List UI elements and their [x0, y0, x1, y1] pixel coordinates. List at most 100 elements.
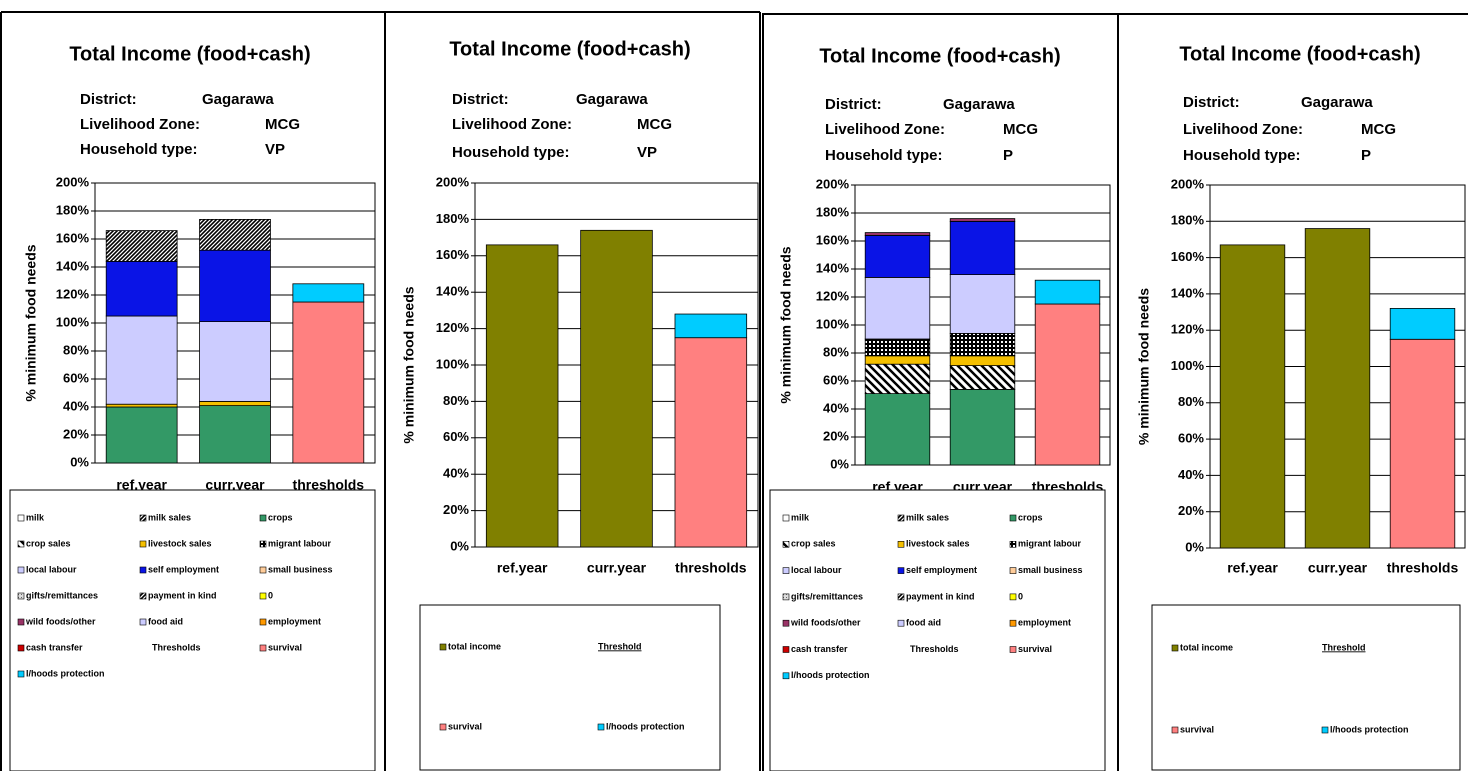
- y-tick-label: 160%: [56, 230, 90, 245]
- legend-label: gifts/remittances: [791, 591, 863, 601]
- legend-label: employment: [1018, 618, 1071, 628]
- chart-panel: Total Income (food+cash) District: Gagaraw…: [769, 45, 1111, 771]
- y-tick-label: 0%: [450, 538, 469, 553]
- legend-swatch: [782, 540, 790, 548]
- y-tick-label: 40%: [443, 466, 469, 481]
- info-label: District:: [80, 91, 137, 108]
- legend-label: l/hoods protection: [1330, 724, 1409, 734]
- bar-segment: [1219, 244, 1286, 549]
- bar-segment: [949, 332, 1016, 357]
- bar-segment: [199, 405, 271, 464]
- legend-box: [769, 489, 1106, 771]
- y-tick-label: 100%: [1171, 358, 1205, 373]
- info-label: District:: [452, 91, 509, 108]
- bar-segment: [485, 244, 559, 548]
- x-tick-label: curr.year: [587, 560, 647, 576]
- x-tick-label: ref.year: [1227, 560, 1278, 576]
- bar-segment: [292, 301, 365, 464]
- legend-label: cash transfer: [26, 642, 83, 652]
- y-tick-label: 120%: [1171, 322, 1205, 337]
- x-tick-label: thresholds: [675, 560, 747, 576]
- y-tick-label: 60%: [1178, 431, 1204, 446]
- y-tick-label: 200%: [56, 174, 90, 189]
- y-tick-label: 160%: [1171, 249, 1205, 264]
- legend-label: crops: [1018, 512, 1043, 522]
- legend-label: local labour: [26, 564, 77, 574]
- legend-box: [419, 604, 721, 771]
- legend-swatch: [139, 592, 147, 600]
- x-tick-label: thresholds: [1387, 560, 1459, 576]
- legend-label: survival: [1180, 724, 1214, 734]
- info-value: VP: [637, 144, 657, 161]
- legend-label: crops: [268, 512, 293, 522]
- bar-segment: [199, 218, 271, 251]
- info-label: District:: [1183, 94, 1240, 111]
- panel-borders: [0, 11, 1468, 771]
- legend-swatch: [259, 644, 267, 652]
- legend-swatch: [17, 566, 25, 574]
- y-axis-label: % minimum food needs: [401, 286, 417, 443]
- y-tick-label: 140%: [1171, 285, 1205, 300]
- legend-box: [9, 489, 376, 771]
- legend-swatch: [897, 619, 905, 627]
- bar-segment: [1304, 228, 1371, 549]
- legend-swatch: [897, 567, 905, 574]
- legend-label: l/hoods protection: [791, 670, 870, 680]
- legend-swatch: [1009, 593, 1017, 601]
- y-axis-label: % minimum food needs: [778, 246, 794, 403]
- legend-swatch: [597, 723, 605, 731]
- y-tick-label: 180%: [56, 202, 90, 217]
- info-label: Household type:: [80, 141, 198, 158]
- legend-swatch: [259, 514, 267, 522]
- legend-label: small business: [268, 564, 333, 574]
- y-tick-label: 140%: [56, 258, 90, 273]
- y-tick-label: 60%: [823, 372, 849, 387]
- legend-label: migrant labour: [268, 538, 332, 548]
- legend-swatch: [1009, 646, 1017, 653]
- legend-swatch: [1171, 644, 1179, 652]
- info-label: Household type:: [1183, 147, 1301, 164]
- legend-swatch: [139, 618, 147, 626]
- bar-segment: [674, 313, 748, 339]
- legend-swatch: [782, 672, 790, 680]
- bar-segment: [580, 229, 653, 548]
- y-tick-label: 180%: [816, 204, 850, 219]
- y-tick-label: 40%: [63, 398, 89, 413]
- chart-title: Total Income (food+cash): [449, 38, 690, 60]
- info-value: Gagarawa: [1301, 94, 1373, 111]
- y-tick-label: 20%: [823, 428, 849, 443]
- x-tick-label: thresholds: [293, 477, 365, 493]
- legend-swatch: [259, 592, 267, 600]
- chart-panel: Total Income (food+cash) District: Gagaraw…: [401, 38, 759, 771]
- info-label: Livelihood Zone:: [452, 116, 572, 133]
- legend-swatch: [897, 540, 905, 548]
- y-tick-label: 0%: [1185, 539, 1204, 554]
- y-tick-label: 80%: [443, 393, 469, 408]
- legend-swatch: [439, 723, 447, 731]
- legend-heading: Threshold: [1322, 642, 1366, 652]
- y-tick-label: 20%: [63, 426, 89, 441]
- y-tick-label: 0%: [70, 454, 89, 469]
- y-tick-label: 40%: [823, 400, 849, 415]
- y-tick-label: 0%: [830, 456, 849, 471]
- legend-label: wild foods/other: [25, 616, 96, 626]
- bar-segment: [864, 276, 931, 340]
- y-tick-label: 120%: [56, 286, 90, 301]
- bar-segment: [199, 400, 271, 406]
- y-tick-label: 120%: [436, 320, 470, 335]
- chart-title: Total Income (food+cash): [1179, 43, 1420, 65]
- legend-swatch: [782, 593, 790, 601]
- legend-swatch: [259, 566, 267, 574]
- bar-segment: [105, 315, 178, 405]
- bar-segment: [864, 393, 931, 466]
- legend-heading: Threshold: [598, 641, 642, 651]
- legend-label: local labour: [791, 565, 842, 575]
- legend-swatch: [139, 566, 147, 574]
- info-value: P: [1361, 147, 1371, 164]
- legend-label: self employment: [148, 564, 219, 574]
- legend-swatch: [1009, 540, 1017, 548]
- legend-swatch: [782, 646, 790, 653]
- y-tick-label: 180%: [1171, 213, 1205, 228]
- y-tick-label: 200%: [1171, 176, 1205, 191]
- legend-label: l/hoods protection: [26, 668, 105, 678]
